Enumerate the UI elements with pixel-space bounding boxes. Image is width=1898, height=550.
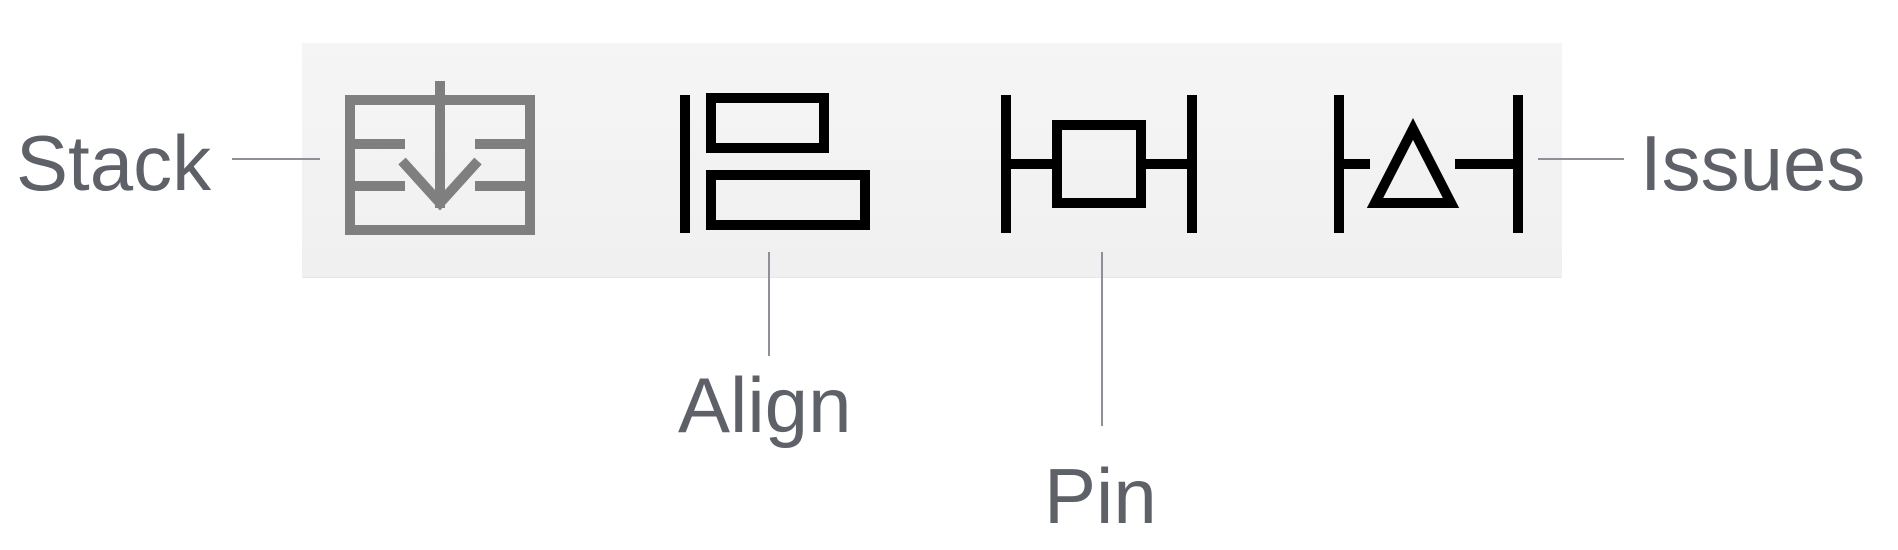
issues-icon: [1334, 95, 1523, 233]
pin-callout-label: Pin: [1044, 452, 1157, 540]
align-button[interactable]: [662, 43, 902, 277]
issues-leader-line: [1538, 158, 1624, 160]
pin-leader-line: [1101, 252, 1103, 426]
align-leader-line: [768, 252, 770, 356]
stack-callout-label: Stack: [16, 119, 212, 207]
pin-button[interactable]: [990, 43, 1220, 277]
issues-callout-label: Issues: [1640, 119, 1866, 207]
align-callout-label: Align: [678, 361, 852, 449]
stack-icon: [345, 81, 535, 235]
align-icon: [680, 93, 870, 233]
issues-button[interactable]: [1318, 43, 1548, 277]
stack-leader-line: [232, 158, 320, 160]
pin-icon: [1001, 95, 1197, 233]
stack-button[interactable]: [330, 43, 570, 277]
